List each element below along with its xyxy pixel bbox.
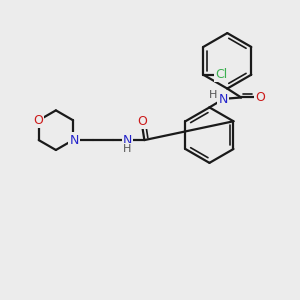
- Text: N: N: [69, 134, 79, 147]
- Text: N: N: [219, 93, 228, 106]
- Text: H: H: [209, 89, 218, 100]
- Text: O: O: [137, 115, 147, 128]
- Text: N: N: [123, 134, 132, 147]
- Text: O: O: [255, 91, 265, 104]
- Text: H: H: [123, 144, 132, 154]
- Text: O: O: [33, 114, 43, 127]
- Text: Cl: Cl: [215, 68, 227, 81]
